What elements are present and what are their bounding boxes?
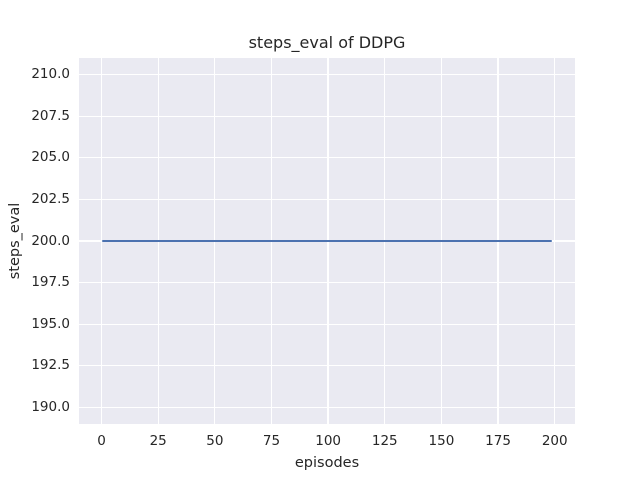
x-tick-label: 200 bbox=[541, 433, 568, 449]
gridline-y bbox=[79, 157, 575, 159]
y-tick-label: 207.5 bbox=[31, 107, 70, 124]
y-tick-label: 192.5 bbox=[31, 357, 70, 374]
gridline-y bbox=[79, 406, 575, 408]
y-tick-label: 205.0 bbox=[31, 149, 70, 166]
x-tick-label: 175 bbox=[485, 433, 511, 449]
x-tick-label: 125 bbox=[371, 433, 398, 449]
gridline-y bbox=[79, 73, 575, 76]
gridline-y bbox=[79, 323, 575, 325]
y-tick-label: 200.0 bbox=[31, 232, 70, 249]
gridline-y bbox=[79, 198, 575, 201]
x-axis-label: episodes bbox=[294, 455, 360, 471]
x-tick-label: 75 bbox=[262, 433, 281, 449]
y-tick-label: 197.5 bbox=[31, 274, 70, 291]
y-tick-label: 210.0 bbox=[31, 66, 70, 83]
data-line-ddpg bbox=[101, 239, 553, 243]
plot-area bbox=[79, 58, 575, 424]
gridline-y bbox=[79, 115, 575, 117]
y-tick-label: 202.5 bbox=[31, 190, 70, 207]
gridline-y bbox=[79, 365, 575, 367]
chart-title: steps_eval of DDPG bbox=[248, 33, 406, 52]
gridline-y bbox=[79, 281, 575, 284]
x-tick-label: 0 bbox=[97, 433, 106, 449]
y-tick-label: 190.0 bbox=[31, 398, 70, 415]
x-tick-label: 50 bbox=[206, 433, 224, 449]
y-tick-label: 195.0 bbox=[31, 315, 70, 332]
x-tick-label: 100 bbox=[315, 433, 342, 449]
x-tick-label: 25 bbox=[149, 433, 167, 449]
x-tick-label: 150 bbox=[428, 433, 455, 449]
